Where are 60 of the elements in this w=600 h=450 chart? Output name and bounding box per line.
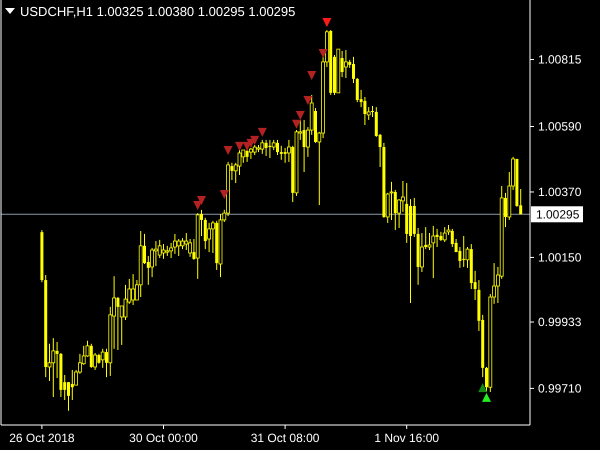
point: [478, 383, 488, 392]
candlestick: [70, 369, 74, 400]
candlestick: [371, 105, 374, 118]
y-tick-label: 1.00370: [538, 185, 582, 200]
candlestick: [442, 226, 447, 242]
ref-line-label: 1.00295: [536, 207, 580, 222]
candlestick: [173, 233, 177, 254]
candlestick: [162, 244, 166, 260]
point: [258, 128, 267, 137]
point: [224, 146, 233, 155]
candlestick: [51, 338, 56, 398]
candlestick: [431, 225, 436, 278]
point: [318, 48, 328, 58]
y-tick-label: 1.00150: [538, 250, 582, 265]
candlestick: [276, 139, 279, 156]
point: [220, 190, 229, 200]
candlestick: [246, 150, 249, 162]
candlestick: [264, 139, 268, 156]
candlestick: [90, 343, 93, 368]
candlestick: [363, 96, 366, 126]
point: [303, 96, 312, 105]
candlestick: [284, 147, 287, 164]
x-tick-label: 31 Oct 08:00: [250, 431, 320, 445]
x-tick-label: 1 Nov 16:00: [374, 431, 440, 445]
point: [482, 392, 491, 402]
point: [235, 142, 244, 151]
chart-title: USDCHF,H1 1.00325 1.00380 1.00295 1.00295: [20, 4, 296, 19]
candlestick: [204, 217, 207, 250]
candlestick: [249, 147, 253, 160]
candlestick: [302, 119, 306, 173]
candlestick: [176, 238, 181, 256]
x-tick-label: 30 Oct 00:00: [129, 431, 198, 445]
point: [250, 136, 260, 145]
point: [307, 71, 316, 80]
x-tick-label: 26 Oct 2018: [9, 431, 75, 445]
candlestick: [260, 139, 264, 154]
y-tick-label: 0.99710: [538, 382, 582, 396]
candlestick: [356, 77, 359, 103]
candlestick: [450, 228, 454, 248]
candlestick: [97, 353, 100, 364]
point: [296, 110, 305, 120]
point: [322, 18, 332, 28]
candlestick: [280, 145, 283, 160]
y-tick-label: 1.00815: [538, 52, 582, 67]
candlestick: [352, 56, 355, 84]
candlestick: [56, 341, 59, 378]
candlestick: [462, 236, 466, 268]
point: [197, 196, 206, 205]
candlestick: [131, 274, 135, 306]
candlestick: [439, 231, 442, 242]
candlestick: [67, 382, 70, 412]
candlestick: [116, 296, 120, 350]
y-tick-label: 0.99933: [538, 315, 582, 330]
candlestick: [207, 222, 211, 253]
candlestick: [165, 245, 170, 256]
candlestick: [394, 189, 397, 231]
point: [292, 120, 301, 129]
candlestick: [344, 50, 348, 78]
y-tick-label: 1.00590: [538, 120, 582, 134]
candlestick: [252, 144, 257, 156]
